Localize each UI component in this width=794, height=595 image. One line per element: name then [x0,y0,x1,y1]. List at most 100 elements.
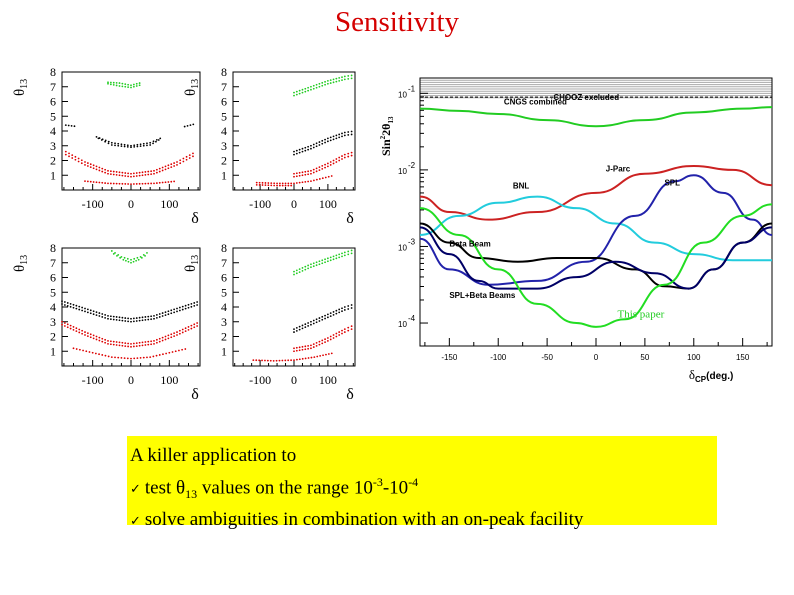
data-point [66,302,69,304]
data-point [301,181,304,184]
series-line-5 [420,226,772,290]
data-point [318,169,321,171]
data-point [304,90,307,93]
data-point [324,258,326,261]
y-tick-label: 8 [50,65,56,79]
data-point [130,84,132,87]
data-point [170,163,173,166]
data-point [298,148,301,151]
data-point [112,340,115,343]
data-point [324,141,326,144]
note-sub: 13 [185,487,198,502]
data-point [95,314,98,317]
data-point [138,82,141,84]
data-point [138,319,141,322]
data-point [133,144,136,147]
data-point [341,332,343,335]
data-point [115,182,118,185]
data-point [343,306,346,308]
data-point [326,257,329,260]
data-point [115,173,118,176]
data-point [149,356,152,359]
data-point [318,166,321,169]
data-point [98,315,101,317]
y-axis-label-part: 2 [379,135,387,139]
data-point [127,183,130,185]
data-point [350,307,353,309]
data-point [293,331,295,333]
x-tick-label: -100 [82,197,104,211]
data-point [89,312,92,315]
data-point [350,252,353,255]
data-point [326,137,329,140]
data-point [179,159,182,162]
data-point [150,343,153,346]
data-point [304,146,307,149]
data-point [141,171,144,174]
data-point [112,81,115,84]
data-point [301,357,304,360]
y-tick-label-base: 10 [398,167,407,176]
y-tick-label: 4 [221,300,227,314]
data-point [138,182,141,185]
data-point [187,328,190,331]
data-point [130,144,132,147]
data-point [127,83,130,86]
data-point [147,315,150,318]
x-axis-label: δ [191,210,199,227]
data-point [301,348,304,351]
data-point [350,249,353,252]
data-point [264,184,267,187]
data-point [293,350,295,353]
data-point [332,311,335,313]
series-line-0 [420,106,772,128]
data-point [310,147,312,150]
data-point [267,184,270,187]
data-point [136,256,139,259]
data-point [112,182,115,185]
data-point [101,181,104,184]
data-point [115,171,118,173]
data-point [332,258,335,261]
y-axis-label: θ13 [183,79,201,96]
data-point [112,318,115,321]
data-point [170,166,173,169]
data-point [123,357,126,360]
data-point [315,167,318,170]
data-point [72,328,75,331]
data-point [307,180,310,183]
data-point [104,314,107,316]
data-point [330,175,333,177]
data-point [329,79,332,82]
data-point [335,335,338,338]
data-point [141,182,144,185]
data-point [118,174,121,177]
data-point [98,181,101,184]
data-point [304,149,307,152]
data-point [338,156,341,159]
data-point [293,91,295,94]
data-point [341,155,343,157]
data-point [307,89,310,92]
data-point [164,338,167,341]
data-point [95,338,98,341]
y-tick-label: 8 [50,241,56,255]
data-point [86,162,89,164]
data-point [321,339,324,342]
data-point [258,184,261,186]
data-point [347,250,350,253]
data-point [329,136,332,139]
data-point [130,86,132,89]
data-point [287,184,290,187]
data-point [101,316,104,318]
data-point [139,356,142,359]
y-tick-label: 6 [221,95,227,109]
data-point [312,265,315,268]
data-point [184,327,187,330]
data-point [312,143,315,146]
data-point [63,325,66,327]
data-point [124,317,127,319]
data-point [329,335,332,338]
y-tick-label: 3 [221,315,227,329]
